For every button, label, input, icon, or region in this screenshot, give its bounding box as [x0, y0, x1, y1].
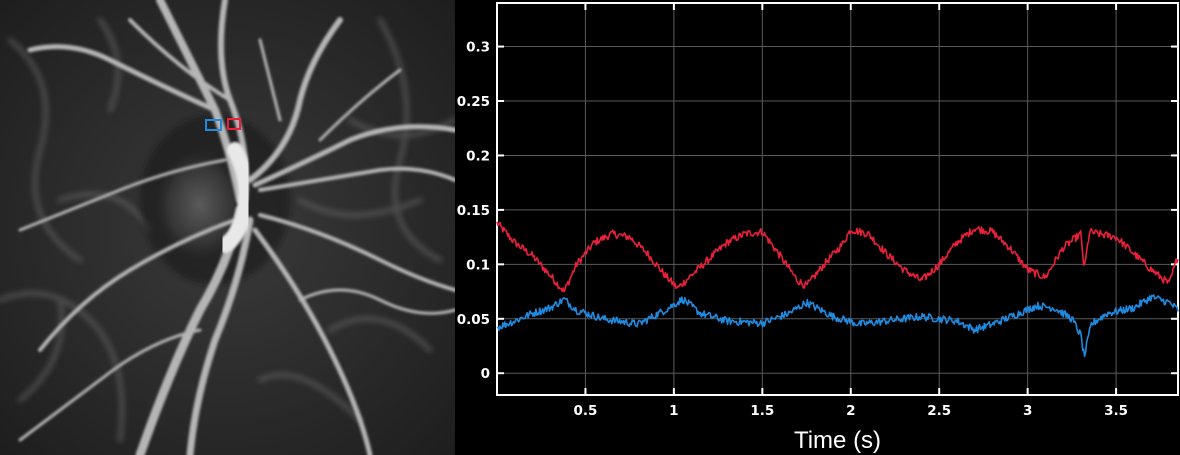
series-layer [496, 221, 1179, 358]
x-axis-label: Time (s) [794, 427, 881, 454]
x-tick-label: 3.5 [1104, 403, 1128, 419]
x-tick-label: 1 [669, 403, 678, 419]
y-tick-label: 0.05 [457, 312, 490, 328]
time-series-chart: 0.5 1 1.5 2 2.5 3 3.5 0 0.05 0.1 0.15 0.2 0.25 0.3 Ti… [455, 0, 1180, 455]
series-line-1 [496, 221, 1179, 293]
x-tick-label: 2.5 [927, 403, 951, 419]
series-line-2 [496, 294, 1179, 358]
y-tick-label: 0.1 [466, 257, 490, 273]
y-tick-label: 0.25 [457, 94, 490, 110]
x-tick-label: 2 [846, 403, 855, 419]
y-tick-label: 0 [481, 366, 490, 382]
disc-vessel-trunk [217, 142, 255, 253]
optic-disc [155, 150, 245, 260]
axis-ticks: 0.5 1 1.5 2 2.5 3 3.5 0 0.05 0.1 0.15 0.2 0.25 0.3 [457, 3, 1178, 419]
roi-marker-blue [205, 119, 222, 131]
x-tick-label: 1.5 [750, 403, 774, 419]
x-tick-label: 3 [1023, 403, 1032, 419]
chart-background [455, 0, 1180, 455]
y-tick-label: 0.3 [466, 40, 490, 56]
y-tick-label: 0.2 [466, 148, 490, 164]
x-tick-label: 0.5 [573, 403, 597, 419]
fundus-angiogram-image [0, 0, 455, 455]
roi-marker-red [227, 118, 241, 130]
chart-grid [497, 3, 1178, 395]
y-tick-label: 0.15 [457, 203, 490, 219]
plot-area-border [496, 2, 1179, 396]
